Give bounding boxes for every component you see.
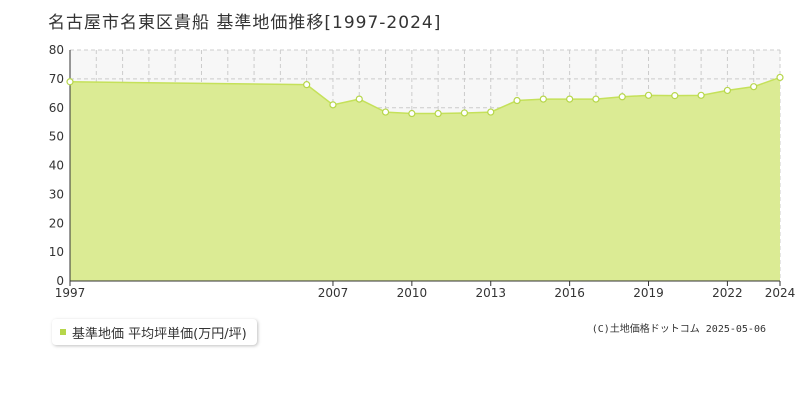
data-point: [618, 93, 626, 101]
data-point: [303, 81, 311, 89]
y-tick-label: 50: [49, 130, 64, 144]
data-point: [355, 95, 363, 103]
x-tick-label: 2007: [318, 286, 349, 300]
y-tick-label: 40: [49, 159, 64, 173]
data-point: [566, 95, 574, 103]
data-point: [381, 108, 390, 116]
x-tick-label: 2019: [633, 286, 664, 300]
data-point: [776, 73, 784, 82]
x-tick-label: 2022: [712, 286, 743, 300]
data-point: [697, 91, 705, 99]
y-tick-label: 60: [49, 101, 64, 115]
y-tick-label: 70: [49, 72, 64, 86]
chart-title: 名古屋市名東区貴船 基準地価推移[1997-2024]: [48, 13, 442, 33]
data-point: [539, 95, 547, 103]
y-tick-label: 30: [49, 187, 64, 201]
x-tick-label: 2013: [475, 286, 506, 300]
data-point: [513, 96, 521, 105]
point-layer: [66, 73, 784, 118]
area-layer: [69, 76, 781, 282]
legend: 基準地価 平均坪単価(万円/坪): [52, 319, 257, 345]
copyright-text: (C)土地価格ドットコム 2025-05-06: [591, 324, 766, 335]
data-point: [487, 108, 495, 116]
legend-swatch: [60, 329, 66, 335]
data-point: [408, 109, 416, 118]
y-tick-label: 10: [49, 245, 64, 259]
data-point: [592, 95, 600, 103]
tick-layer: 0 10 20 30 40 50 60 70 80 1997 2007 2010 2013 2016 201…: [49, 43, 796, 300]
y-tick-label: 80: [49, 43, 64, 57]
legend-label: 基準地価 平均坪単価(万円/坪): [72, 326, 247, 342]
axis-layer: [69, 50, 780, 282]
data-point: [644, 91, 653, 99]
data-point: [329, 101, 337, 109]
data-point: [671, 92, 679, 100]
y-tick-label: 20: [49, 216, 64, 230]
data-point: [460, 109, 469, 117]
x-tick-label: 2016: [554, 286, 585, 300]
data-point: [434, 109, 442, 118]
x-tick-label: 1997: [55, 286, 86, 300]
data-point: [723, 86, 732, 95]
x-tick-label: 2024: [765, 286, 796, 300]
series-line: [69, 76, 781, 115]
series-area: [70, 77, 780, 282]
y-tick-label: 0: [56, 274, 64, 288]
data-point: [750, 83, 758, 91]
data-point: [66, 78, 74, 86]
x-tick-label: 2010: [397, 286, 428, 300]
